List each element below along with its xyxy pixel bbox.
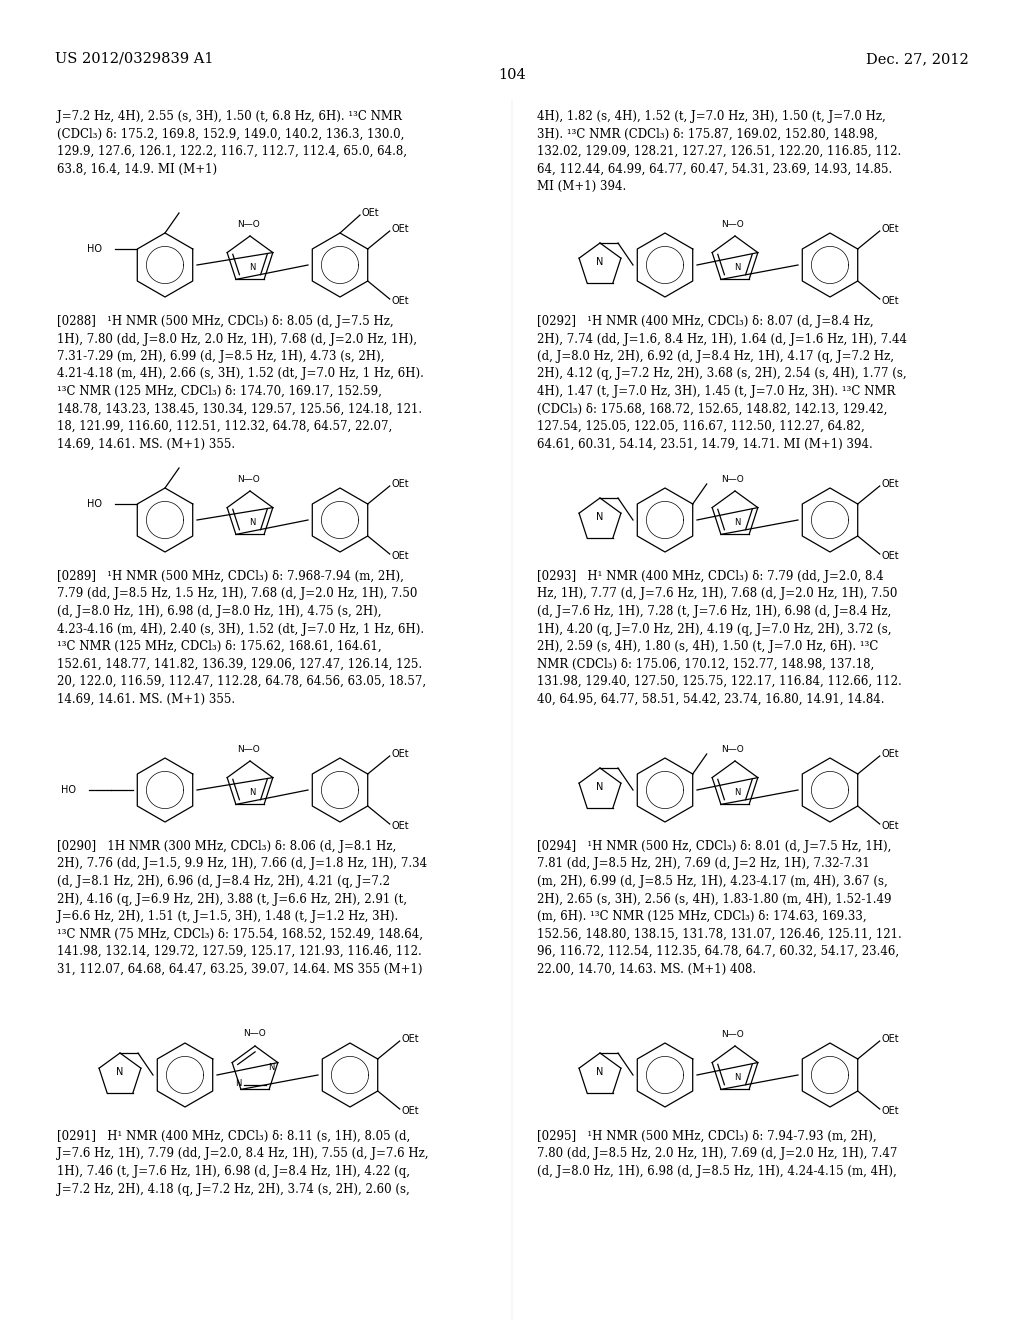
Text: N: N — [734, 1073, 740, 1081]
Text: OEt: OEt — [882, 550, 899, 561]
Text: 104: 104 — [498, 69, 526, 82]
Text: N: N — [596, 256, 604, 267]
Text: N: N — [734, 517, 740, 527]
Text: N: N — [596, 1067, 604, 1077]
Text: 4H), 1.82 (s, 4H), 1.52 (t, J=7.0 Hz, 3H), 1.50 (t, J=7.0 Hz,
3H). ¹³C NMR (CDCl: 4H), 1.82 (s, 4H), 1.52 (t, J=7.0 Hz, 3H… — [537, 110, 901, 193]
Text: OEt: OEt — [882, 1034, 899, 1044]
Text: [0295]   ¹H NMR (500 MHz, CDCl₃) δ: 7.94-7.93 (m, 2H),
7.80 (dd, J=8.5 Hz, 2.0 H: [0295] ¹H NMR (500 MHz, CDCl₃) δ: 7.94-7… — [537, 1130, 897, 1177]
Text: HO: HO — [61, 785, 76, 795]
Text: N: N — [734, 788, 740, 797]
Text: OEt: OEt — [392, 550, 410, 561]
Text: HO: HO — [87, 244, 102, 253]
Text: OEt: OEt — [882, 1106, 899, 1115]
Text: N—O: N—O — [722, 1030, 744, 1039]
Text: US 2012/0329839 A1: US 2012/0329839 A1 — [55, 51, 213, 66]
Text: [0289]   ¹H NMR (500 MHz, CDCl₃) δ: 7.968-7.94 (m, 2H),
7.79 (dd, J=8.5 Hz, 1.5 : [0289] ¹H NMR (500 MHz, CDCl₃) δ: 7.968-… — [57, 570, 426, 705]
Text: OEt: OEt — [392, 748, 410, 759]
Text: N: N — [117, 1067, 124, 1077]
Text: OEt: OEt — [392, 821, 410, 832]
Text: OEt: OEt — [882, 224, 899, 234]
Text: N: N — [236, 1078, 242, 1088]
Text: N: N — [249, 263, 256, 272]
Text: [0292]   ¹H NMR (400 MHz, CDCl₃) δ: 8.07 (d, J=8.4 Hz,
2H), 7.74 (dd, J=1.6, 8.4: [0292] ¹H NMR (400 MHz, CDCl₃) δ: 8.07 (… — [537, 315, 907, 450]
Text: OEt: OEt — [392, 296, 410, 306]
Text: J=7.2 Hz, 4H), 2.55 (s, 3H), 1.50 (t, 6.8 Hz, 6H). ¹³C NMR
(CDCl₃) δ: 175.2, 169: J=7.2 Hz, 4H), 2.55 (s, 3H), 1.50 (t, 6.… — [57, 110, 407, 176]
Text: OEt: OEt — [882, 821, 899, 832]
Text: N—O: N—O — [722, 475, 744, 484]
Text: N: N — [596, 512, 604, 521]
Text: N—O: N—O — [237, 475, 259, 484]
Text: N: N — [596, 781, 604, 792]
Text: [0293]   H¹ NMR (400 MHz, CDCl₃) δ: 7.79 (dd, J=2.0, 8.4
Hz, 1H), 7.77 (d, J=7.6: [0293] H¹ NMR (400 MHz, CDCl₃) δ: 7.79 (… — [537, 570, 902, 705]
Text: OEt: OEt — [401, 1034, 420, 1044]
Text: OEt: OEt — [392, 224, 410, 234]
Text: OEt: OEt — [401, 1106, 420, 1115]
Text: [0294]   ¹H NMR (500 Hz, CDCl₃) δ: 8.01 (d, J=7.5 Hz, 1H),
7.81 (dd, J=8.5 Hz, 2: [0294] ¹H NMR (500 Hz, CDCl₃) δ: 8.01 (d… — [537, 840, 902, 975]
Text: OEt: OEt — [362, 209, 380, 218]
Text: [0291]   H¹ NMR (400 MHz, CDCl₃) δ: 8.11 (s, 1H), 8.05 (d,
J=7.6 Hz, 1H), 7.79 (: [0291] H¹ NMR (400 MHz, CDCl₃) δ: 8.11 (… — [57, 1130, 428, 1196]
Text: N—O: N—O — [237, 220, 259, 228]
Text: [0288]   ¹H NMR (500 MHz, CDCl₃) δ: 8.05 (d, J=7.5 Hz,
1H), 7.80 (dd, J=8.0 Hz, : [0288] ¹H NMR (500 MHz, CDCl₃) δ: 8.05 (… — [57, 315, 424, 450]
Text: N: N — [268, 1063, 274, 1072]
Text: Dec. 27, 2012: Dec. 27, 2012 — [866, 51, 969, 66]
Text: N: N — [249, 788, 256, 797]
Text: N—O: N—O — [237, 744, 259, 754]
Text: N—O: N—O — [722, 220, 744, 228]
Text: OEt: OEt — [882, 479, 899, 488]
Text: OEt: OEt — [392, 479, 410, 488]
Text: OEt: OEt — [882, 748, 899, 759]
Text: N: N — [249, 517, 256, 527]
Text: N: N — [734, 263, 740, 272]
Text: HO: HO — [87, 499, 102, 510]
Text: N—O: N—O — [722, 744, 744, 754]
Text: [0290]   1H NMR (300 MHz, CDCl₃) δ: 8.06 (d, J=8.1 Hz,
2H), 7.76 (dd, J=1.5, 9.9: [0290] 1H NMR (300 MHz, CDCl₃) δ: 8.06 (… — [57, 840, 427, 975]
Text: OEt: OEt — [882, 296, 899, 306]
Text: N—O: N—O — [244, 1030, 266, 1038]
